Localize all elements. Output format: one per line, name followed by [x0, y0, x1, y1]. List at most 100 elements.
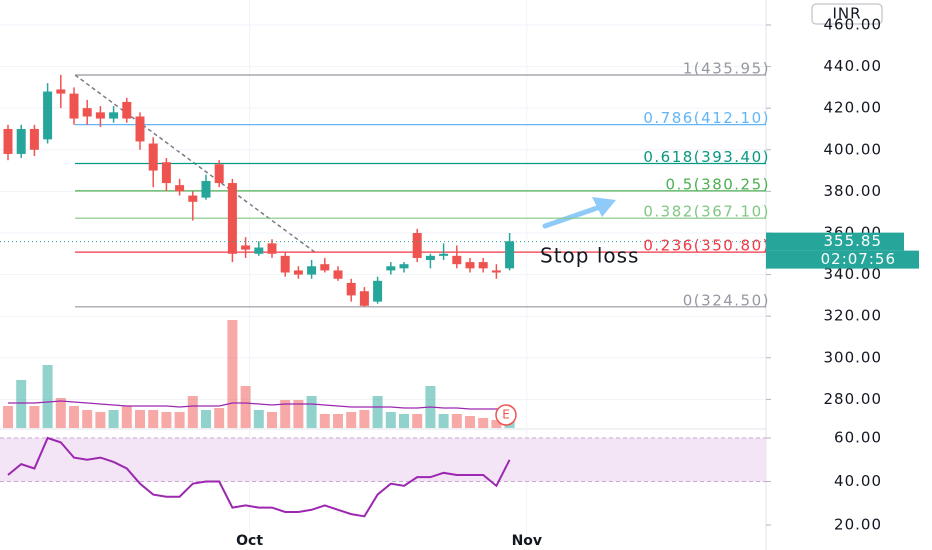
- candle-body: [412, 232, 422, 258]
- fib-label: 1(435.95): [683, 59, 770, 77]
- candle-body: [452, 255, 462, 265]
- candle-body: [122, 101, 132, 119]
- candle-body: [254, 247, 264, 254]
- volume-bar: [69, 406, 79, 428]
- candle-body: [491, 270, 501, 273]
- countdown-badge: [766, 250, 919, 269]
- fib-label: 0.382(367.10): [643, 203, 770, 221]
- candle-body: [29, 128, 39, 150]
- rsi-tick-label: 60.00: [834, 429, 882, 447]
- candle-body: [16, 128, 26, 154]
- volume-bar: [29, 406, 40, 428]
- volume-bar: [3, 406, 13, 428]
- candle-body: [95, 112, 105, 119]
- candle-body: [425, 255, 435, 261]
- rsi-line: [7, 436, 511, 518]
- candle-body: [320, 264, 330, 271]
- y-tick-label: 340.00: [824, 265, 883, 283]
- candle-body: [373, 280, 383, 302]
- volume-bar: [227, 320, 238, 428]
- volume-bar: [55, 398, 66, 428]
- volume-bar: [108, 410, 119, 428]
- annotation: Stop loss: [540, 244, 639, 268]
- candle-body: [307, 266, 317, 275]
- y-tick-label: 300.00: [824, 348, 883, 366]
- volume-bar: [201, 410, 211, 428]
- candle-body: [280, 255, 290, 273]
- candle-body: [241, 245, 251, 250]
- volume-bar: [319, 414, 330, 428]
- candle-body: [201, 180, 211, 198]
- candle-body: [359, 291, 369, 306]
- arrow: [542, 197, 616, 229]
- fib-label: 0.5(380.25): [665, 175, 770, 193]
- candle-body: [346, 282, 356, 296]
- candle-body: [161, 162, 171, 184]
- candle-body: [188, 195, 198, 202]
- candle-body: [109, 112, 119, 119]
- volume-bar: [280, 400, 291, 428]
- candle-body: [69, 93, 79, 119]
- candle-body: [386, 266, 396, 271]
- rsi-tick-label: 40.00: [834, 472, 882, 490]
- candle-body: [82, 108, 92, 117]
- candle-body: [465, 262, 475, 269]
- volume-bar: [95, 412, 106, 428]
- candle-body: [3, 128, 13, 154]
- volume-bar: [333, 414, 343, 428]
- fib-label: 0.786(412.10): [643, 109, 770, 127]
- volume-bar: [187, 396, 198, 428]
- volume-bar: [451, 414, 462, 428]
- volume-bar: [465, 416, 475, 428]
- volume-ma: [8, 400, 510, 410]
- volume-bar: [148, 410, 159, 428]
- candle-body: [214, 164, 224, 184]
- y-tick-label: 280.00: [824, 390, 883, 408]
- volume-bar: [267, 412, 277, 428]
- y-tick-label: 400.00: [824, 140, 883, 158]
- fib-label: 0.236(350.80): [643, 237, 770, 255]
- volume-bar: [306, 396, 317, 428]
- volume-bar: [385, 412, 396, 428]
- volume-bar: [42, 365, 53, 428]
- candle-body: [135, 116, 145, 142]
- candle-body: [175, 185, 185, 192]
- fib-label: 0(324.50): [683, 291, 770, 309]
- volume-bar: [174, 412, 185, 428]
- y-tick-label: 380.00: [824, 182, 883, 200]
- currency: INR: [832, 5, 861, 23]
- candle-body: [43, 91, 53, 140]
- currency-box[interactable]: [811, 3, 883, 25]
- volume-bar: [491, 420, 502, 428]
- candle-body: [293, 270, 303, 275]
- candle-body: [478, 262, 488, 269]
- volume-bar: [121, 406, 132, 428]
- volume-bar: [359, 410, 370, 428]
- candle-body: [227, 183, 237, 254]
- volume-bar: [293, 400, 304, 428]
- rsi-tick-label: 20.00: [834, 516, 882, 534]
- candle-body: [148, 143, 158, 171]
- x-tick-label: Oct: [236, 533, 263, 549]
- candle-body: [505, 241, 515, 269]
- y-tick-label: 420.00: [824, 99, 883, 117]
- candle-body: [56, 89, 66, 94]
- price-badge-text: 355.85: [824, 232, 883, 250]
- volume-bar: [253, 410, 264, 428]
- volume-bar: [82, 410, 93, 428]
- price-badge: [766, 232, 904, 251]
- y-tick-label: 320.00: [824, 307, 883, 325]
- volume-bar: [478, 418, 489, 428]
- volume-bar: [16, 380, 27, 428]
- countdown-text: 02:07:56: [821, 250, 896, 268]
- earnings-label: E: [502, 408, 510, 422]
- volume-bar: [438, 414, 449, 428]
- volume-bar: [399, 414, 409, 428]
- candle-body: [399, 264, 409, 269]
- y-tick-label: 440.00: [824, 57, 883, 75]
- volume-bar: [214, 408, 225, 428]
- volume-bar: [135, 410, 145, 428]
- candle-body: [267, 243, 277, 254]
- y-tick-label: 460.00: [824, 15, 883, 33]
